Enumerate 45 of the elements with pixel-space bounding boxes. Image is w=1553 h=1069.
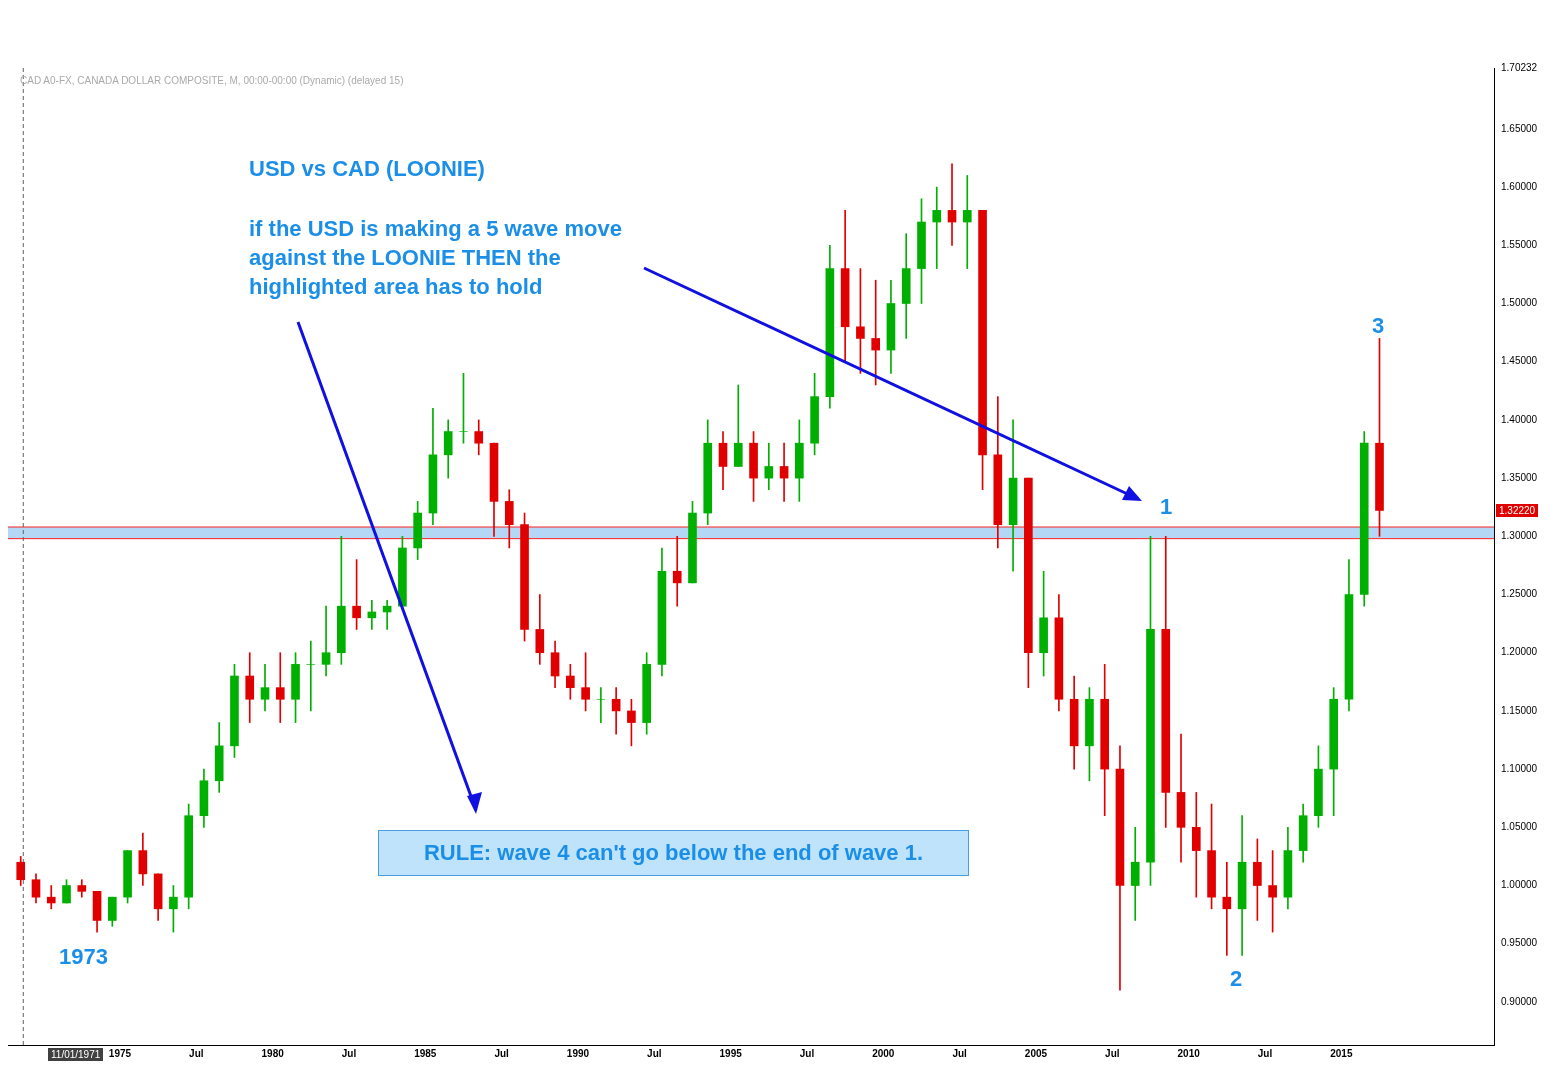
y-tick-label: 1.60000 [1501, 180, 1538, 192]
annotation: 2 [1230, 966, 1243, 992]
annotation: 1 [1160, 494, 1173, 520]
x-tick-label: Jul [647, 1047, 662, 1059]
x-tick-label: 1985 [414, 1047, 437, 1059]
y-tick-label: 1.20000 [1501, 646, 1538, 658]
y-tick-label: 1.25000 [1501, 588, 1538, 600]
y-tick-label: 0.95000 [1501, 937, 1538, 949]
x-tick-label: 1975 [108, 1047, 132, 1059]
y-tick-label: 1.65000 [1501, 122, 1538, 134]
x-tick-label: 2005 [1024, 1047, 1048, 1059]
x-tick-label: Jul [1257, 1047, 1273, 1059]
y-tick-label: 1.35000 [1501, 471, 1538, 483]
x-tick-label: 1980 [261, 1047, 285, 1059]
x-tick-label: 2015 [1330, 1047, 1353, 1059]
y-tick-label: 1.40000 [1501, 413, 1538, 425]
text: USD vs CAD (LOONIE) [249, 156, 485, 182]
y-tick-label: 1.45000 [1501, 355, 1538, 367]
x-tick-label: Jul [1105, 1047, 1120, 1059]
annotation: if the USD is making a 5 wave move against the LOONIE THEN the highlighted area has to hold [249, 215, 623, 301]
x-tick-label: 2000 [872, 1047, 895, 1059]
x-tick-label: Jul [341, 1047, 357, 1059]
candlestick [306, 640, 316, 712]
annotation: 3 [1372, 313, 1385, 339]
y-tick-label: 1.30000 [1501, 530, 1538, 542]
text: 1.32220 [1496, 504, 1539, 517]
text: 11/01/1971 [48, 1048, 104, 1061]
x-tick-label: Jul [189, 1047, 204, 1059]
x-tick-label: Jul [952, 1047, 968, 1059]
annotation: 1973 [59, 944, 108, 970]
x-tick-label: Jul [799, 1047, 815, 1059]
y-tick-label: 1.00000 [1501, 879, 1538, 891]
y-tick-label: 1.10000 [1501, 762, 1538, 774]
y-tick-label: 1.55000 [1501, 239, 1538, 251]
x-tick-label: 1995 [719, 1047, 743, 1059]
y-tick-label: 1.15000 [1501, 704, 1538, 716]
y-tick-label: 1.70232 [1501, 61, 1538, 73]
x-tick-label: Jul [494, 1047, 510, 1059]
x-tick-label: 1990 [566, 1047, 590, 1059]
y-tick-label: 0.90000 [1501, 995, 1538, 1007]
text: CAD A0-FX, CANADA DOLLAR COMPOSITE, M, 00:00-00:00 (Dynamic) (delayed 15) [20, 75, 404, 86]
candlestick [596, 687, 606, 723]
y-tick-label: 1.05000 [1501, 821, 1538, 833]
x-tick-label: 2010 [1177, 1047, 1201, 1059]
y-tick-label: 1.50000 [1501, 297, 1538, 309]
